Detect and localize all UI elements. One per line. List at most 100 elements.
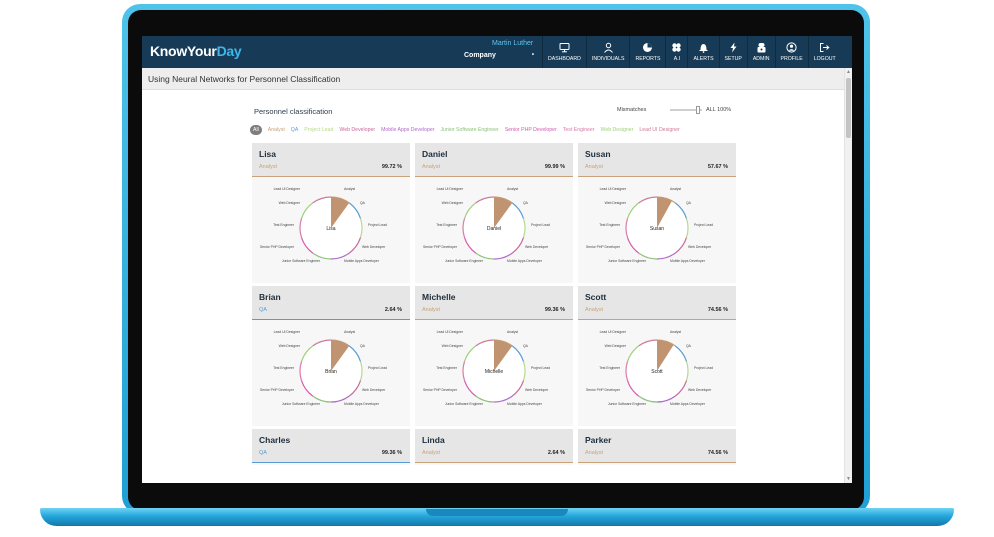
pie-ring-segment bbox=[638, 196, 658, 204]
user-name[interactable]: Martin Luther bbox=[492, 40, 534, 47]
mismatches-slider[interactable] bbox=[670, 106, 702, 114]
pie-center-name: Susan bbox=[650, 226, 664, 232]
laptop-notch bbox=[426, 509, 568, 516]
pie-axis-label: Mobile Apps Developer bbox=[670, 402, 706, 406]
pie-ring-segment bbox=[312, 252, 332, 260]
person-name: Charles bbox=[259, 435, 291, 445]
mismatches-value: ALL 100% bbox=[706, 107, 732, 113]
section-title: Personnel classification bbox=[254, 107, 333, 116]
app-screen: KnowYourDay Martin Luther Company • DASH… bbox=[142, 36, 852, 483]
person-name: Michelle bbox=[422, 292, 456, 302]
pie-axis-label: Project Lead bbox=[694, 223, 713, 227]
person-card-susan[interactable]: Susan Analyst 57.67 % Susan Lead UI Designer… bbox=[578, 143, 736, 283]
person-role: Analyst bbox=[585, 307, 604, 313]
pie-center-name: Daniel bbox=[487, 226, 501, 232]
filter-test-engineer[interactable]: Test Engineer bbox=[562, 127, 595, 133]
person-name: Brian bbox=[259, 292, 281, 302]
nav-logout[interactable]: LOGOUT bbox=[807, 36, 841, 68]
pie-axis-label: Web Developer bbox=[688, 388, 712, 392]
pie-ring-segment bbox=[300, 345, 314, 362]
page-title: Using Neural Networks for Personnel Clas… bbox=[148, 74, 341, 84]
person-role: QA bbox=[259, 450, 267, 456]
nav-setup[interactable]: SETUP bbox=[718, 36, 747, 68]
pie-slice-primary bbox=[657, 197, 672, 228]
pie-axis-label: Web Developer bbox=[362, 388, 386, 392]
scrollbar-thumb[interactable] bbox=[846, 78, 851, 138]
pie-ring-segment bbox=[300, 380, 314, 397]
nav-label: PROFILE bbox=[780, 56, 803, 62]
pie-ring-segment bbox=[656, 395, 676, 403]
filter-senior-php-developer[interactable]: Senior PHP Developer bbox=[504, 127, 557, 133]
pie-axis-label: Senior PHP Developer bbox=[260, 388, 295, 392]
pie-axis-label: QA bbox=[523, 201, 529, 205]
pie-ring-segment bbox=[511, 345, 525, 362]
pie-axis-label: Analyst bbox=[344, 187, 355, 191]
filter-mobile-apps-developer[interactable]: Mobile Apps Developer bbox=[381, 127, 435, 133]
person-card-linda[interactable]: Linda Analyst 2.64 % bbox=[415, 429, 573, 465]
nav-label: ALERTS bbox=[693, 56, 714, 62]
pie-chart-icon bbox=[643, 43, 653, 52]
nav-ai[interactable]: A.I bbox=[665, 36, 687, 68]
vertical-scrollbar[interactable]: ▲ ▼ bbox=[844, 68, 852, 483]
person-card-brian[interactable]: Brian QA 2.64 % Brian Lead UI Designer Analys… bbox=[252, 286, 410, 426]
monitor-icon bbox=[559, 43, 570, 53]
pie-axis-label: Analyst bbox=[507, 187, 518, 191]
pie-axis-label: Test Engineer bbox=[599, 223, 621, 227]
filter-all[interactable]: All bbox=[250, 125, 262, 135]
pie-axis-label: Project Lead bbox=[368, 366, 387, 370]
pie-ring-segment bbox=[674, 237, 688, 254]
match-percent: 99.36 % bbox=[381, 450, 402, 456]
nav-admin[interactable]: ADMIN bbox=[746, 36, 775, 68]
pie-ring-segment bbox=[685, 361, 689, 381]
person-card-lisa[interactable]: Lisa Analyst 99.72 % Lisa Lead UI Designer An… bbox=[252, 143, 410, 283]
match-percent: 99.99 % bbox=[544, 164, 565, 170]
app-logo[interactable]: KnowYourDay bbox=[150, 43, 242, 59]
scroll-down-icon[interactable]: ▼ bbox=[846, 476, 851, 482]
person-card-scott[interactable]: Scott Analyst 74.56 % Scott Lead UI Designer… bbox=[578, 286, 736, 426]
pie-axis-label: Mobile Apps Developer bbox=[507, 402, 543, 406]
person-card-daniel[interactable]: Daniel Analyst 99.99 % Daniel Lead UI Design… bbox=[415, 143, 573, 283]
pie-axis-label: Web Developer bbox=[362, 245, 386, 249]
slider-handle[interactable] bbox=[696, 106, 700, 114]
match-percent: 99.72 % bbox=[381, 164, 402, 170]
person-name: Parker bbox=[585, 435, 612, 445]
filter-analyst[interactable]: Analyst bbox=[267, 127, 285, 133]
filter-project-lead[interactable]: Project Lead bbox=[304, 127, 334, 133]
person-name: Linda bbox=[422, 435, 445, 445]
nav-dashboard[interactable]: DASHBOARD bbox=[542, 36, 586, 68]
pie-ring-segment bbox=[312, 395, 332, 403]
pie-ring-segment bbox=[626, 237, 640, 254]
card-header: Lisa Analyst 99.72 % bbox=[252, 143, 410, 177]
nav-profile[interactable]: PROFILE bbox=[774, 36, 808, 68]
pie-axis-label: Analyst bbox=[507, 330, 518, 334]
pie-ring-segment bbox=[330, 252, 350, 260]
filter-junior-software-engineer[interactable]: Junior Software Engineer bbox=[440, 127, 499, 133]
pie-ring-segment bbox=[656, 252, 676, 260]
filter-web-developer[interactable]: Web Developer bbox=[339, 127, 376, 133]
person-card-michelle[interactable]: Michelle Analyst 99.36 % Michelle Lead UI De… bbox=[415, 286, 573, 426]
user-icon bbox=[603, 42, 613, 53]
pie-ring-segment bbox=[462, 218, 466, 238]
pie-slice-primary bbox=[331, 197, 350, 228]
person-card-parker[interactable]: Parker Analyst 74.56 % bbox=[578, 429, 736, 465]
pie-ring-segment bbox=[625, 218, 629, 238]
company-select[interactable]: Company • bbox=[464, 52, 534, 59]
filter-lead-ui-designer[interactable]: Lead UI Designer bbox=[639, 127, 680, 133]
pie-axis-label: QA bbox=[360, 201, 366, 205]
company-label: Company bbox=[464, 52, 496, 59]
filter-qa[interactable]: QA bbox=[290, 127, 299, 133]
caret-down-icon: • bbox=[531, 52, 534, 58]
pie-axis-label: Web Developer bbox=[525, 245, 549, 249]
pie-slice-primary bbox=[657, 340, 674, 371]
nav-reports[interactable]: REPORTS bbox=[629, 36, 665, 68]
filter-web-designer[interactable]: Web Designer bbox=[600, 127, 634, 133]
pie-ring-segment bbox=[625, 361, 629, 381]
nav-alerts[interactable]: ALERTS bbox=[687, 36, 718, 68]
pie-axis-label: Junior Software Engineer bbox=[608, 402, 647, 406]
scroll-up-icon[interactable]: ▲ bbox=[846, 69, 851, 75]
person-card-charles[interactable]: Charles QA 99.36 % bbox=[252, 429, 410, 465]
person-role: Analyst bbox=[422, 450, 441, 456]
classification-pie-chart: Susan Lead UI Designer Analyst QA Web Design… bbox=[578, 178, 736, 283]
nav-individuals[interactable]: INDIVIDUALS bbox=[585, 36, 630, 68]
nav-label: REPORTS bbox=[635, 56, 661, 62]
